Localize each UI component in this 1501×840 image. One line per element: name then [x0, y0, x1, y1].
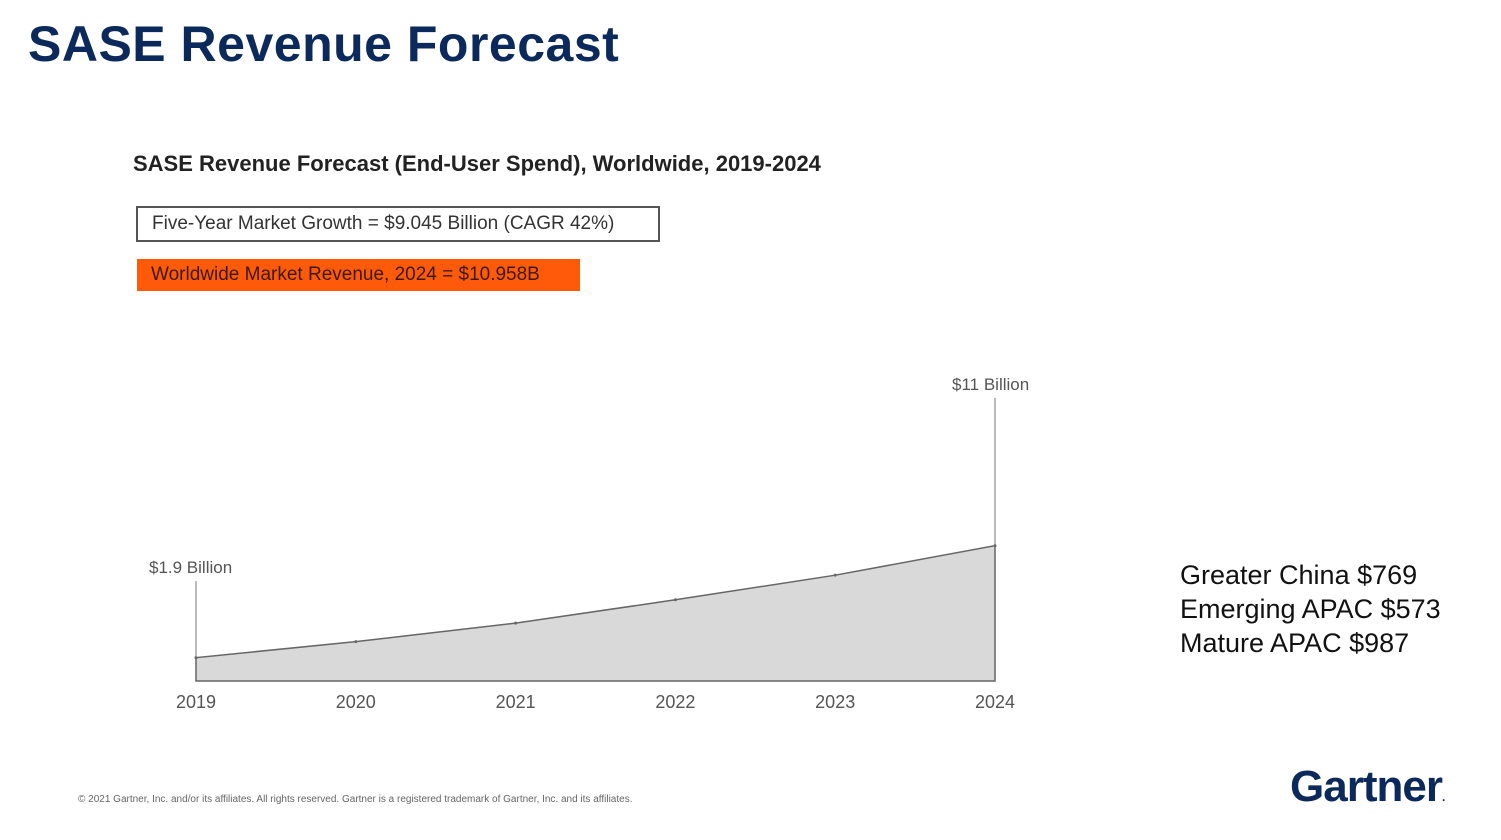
revenue-callout: Worldwide Market Revenue, 2024 = $10.958…	[137, 259, 580, 291]
x-tick-2023: 2023	[815, 692, 855, 712]
chart-title: SASE Revenue Forecast (End-User Spend), …	[133, 151, 821, 176]
revenue-area	[195, 544, 996, 682]
data-point-2022	[673, 598, 677, 602]
region-mature-apac: Mature APAC $987	[1180, 628, 1410, 658]
copyright-footer: © 2021 Gartner, Inc. and/or its affiliat…	[78, 794, 633, 805]
annotation-label-2019: $1.9 Billion	[149, 558, 232, 577]
logo-mark: .	[1441, 790, 1446, 804]
region-list: Greater China $769 Emerging APAC $573 Ma…	[1180, 558, 1441, 660]
x-tick-2020: 2020	[336, 692, 376, 712]
gartner-logo: Gartner.	[1290, 762, 1446, 822]
data-point-2021	[514, 621, 518, 625]
region-greater-china: Greater China $769	[1180, 560, 1418, 590]
x-tick-2019: 2019	[176, 692, 216, 712]
x-tick-2022: 2022	[655, 692, 695, 712]
slide-title: SASE Revenue Forecast	[28, 16, 620, 72]
growth-callout: Five-Year Market Growth = $9.045 Billion…	[136, 206, 660, 242]
x-tick-2024: 2024	[975, 692, 1015, 712]
x-tick-2021: 2021	[496, 692, 536, 712]
annotation-label-2024: $11 Billion	[952, 375, 1029, 394]
logo-text: Gartner	[1290, 762, 1443, 811]
region-emerging-apac: Emerging APAC $573	[1180, 594, 1441, 624]
data-point-2023	[833, 573, 837, 577]
data-point-2020	[354, 640, 358, 644]
